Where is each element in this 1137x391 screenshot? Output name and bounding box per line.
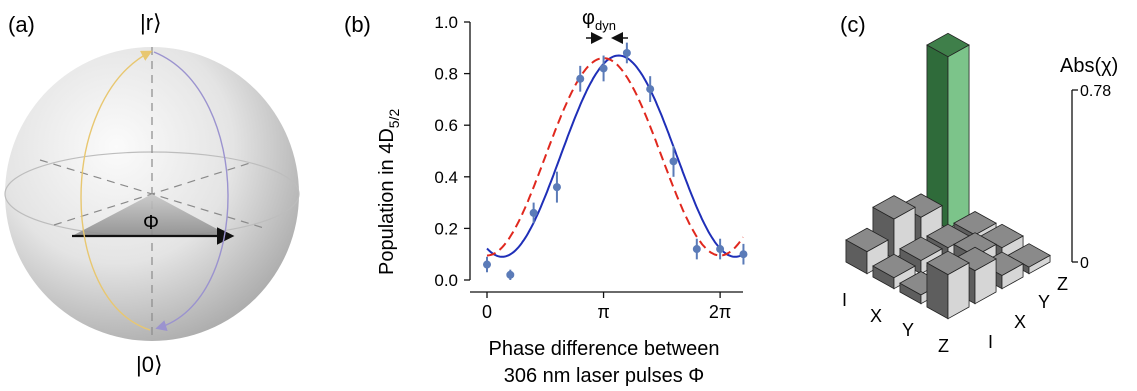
trajectory-yellow [80, 50, 153, 331]
data-point [529, 208, 538, 217]
bar-face-top [845, 227, 889, 253]
data-point [622, 48, 631, 57]
bar-II [845, 227, 889, 275]
axis1-label-X: X [870, 306, 882, 326]
b-data-points [483, 42, 748, 280]
data-point [716, 245, 725, 254]
b-xtick-label: 2π [709, 302, 731, 322]
c-bars [845, 32, 1051, 320]
b-ytick-label: 1.0 [434, 13, 458, 32]
panel-c-label: (c) [840, 12, 866, 37]
axis2-label-I: I [988, 332, 993, 352]
axis2-label-Z: Z [1057, 274, 1068, 294]
c-ztick-top-label: 0.78 [1080, 83, 1111, 100]
data-point [739, 250, 748, 259]
data-point [692, 245, 701, 254]
b-y-ticks: 0.0 0.2 0.4 0.6 0.8 1.0 [434, 13, 470, 290]
bar-face-top [899, 236, 943, 261]
bar-face-top [926, 250, 970, 276]
phi-dyn-sub: dyn [595, 18, 616, 33]
data-point [483, 260, 491, 269]
panel-a: (a) |r⟩ |0⟩ Φ [4, 10, 300, 377]
b-xtick-label: 0 [482, 302, 492, 322]
axis2-label-Y: Y [1038, 292, 1050, 312]
axis1-label-I: I [842, 290, 847, 310]
panel-c: (c) Abs(χ) 0.78 0 I X Y Z I X Y Z [840, 12, 1118, 356]
svg-text:Population in 4D5/2: Population in 4D5/2 [376, 109, 402, 275]
data-point [669, 157, 678, 166]
state-0-label: |0⟩ [136, 352, 163, 377]
bar-face-top [926, 32, 970, 58]
b-xlabel-line1: Phase difference between [489, 338, 720, 360]
phi-label: Φ [143, 212, 159, 234]
trajectory-purple [153, 51, 229, 331]
b-x-ticks: 0 π 2π [482, 292, 731, 322]
b-xlabel-line2: 306 nm laser pulses Φ [504, 365, 705, 387]
bar-face-right [947, 44, 970, 230]
svg-text:φdyn: φdyn [582, 7, 616, 33]
panel-b-label: (b) [344, 12, 371, 37]
data-point [552, 183, 561, 192]
data-point [646, 85, 655, 94]
b-ylabel: Population in 4D5/2 [376, 109, 402, 275]
bar-IZ [926, 32, 970, 230]
data-point [599, 64, 608, 73]
bar-face-top [953, 211, 997, 236]
bar-face-top [872, 253, 916, 279]
c-ztick-bottom-label: 0 [1080, 255, 1089, 272]
b-xtick-label: π [597, 302, 609, 322]
b-ylabel-sub: 5/2 [386, 109, 402, 129]
b-ytick-label: 0.6 [434, 116, 458, 135]
axis1-label-Y: Y [902, 320, 914, 340]
fit-curve-dashed [486, 57, 744, 257]
bar-ZI [926, 250, 970, 320]
phi-dyn-label: φ [582, 7, 595, 29]
state-r-label: |r⟩ [140, 10, 162, 35]
b-ylabel-main: Population in 4D [376, 128, 398, 275]
panel-b: (b) Population in 4D5/2 0.0 0.2 0.4 0.6 0.8 1… [344, 7, 748, 387]
bar-face-top [872, 195, 916, 220]
b-ytick-label: 0.8 [434, 65, 458, 84]
data-point [506, 270, 515, 279]
fit-curve-solid [486, 54, 744, 258]
b-fit-curves [486, 54, 744, 258]
b-ytick-label: 0.4 [434, 168, 458, 187]
bar-XI [872, 253, 916, 290]
phase-wedge [72, 194, 230, 236]
axis2-label-X: X [1014, 312, 1026, 332]
b-ytick-label: 0.0 [434, 271, 458, 290]
data-point [576, 74, 585, 83]
b-ytick-label: 0.2 [434, 219, 458, 238]
panel-a-label: (a) [8, 12, 35, 37]
zaxis-label: Abs(χ) [1060, 55, 1118, 77]
axis1-label-Z: Z [938, 336, 949, 356]
